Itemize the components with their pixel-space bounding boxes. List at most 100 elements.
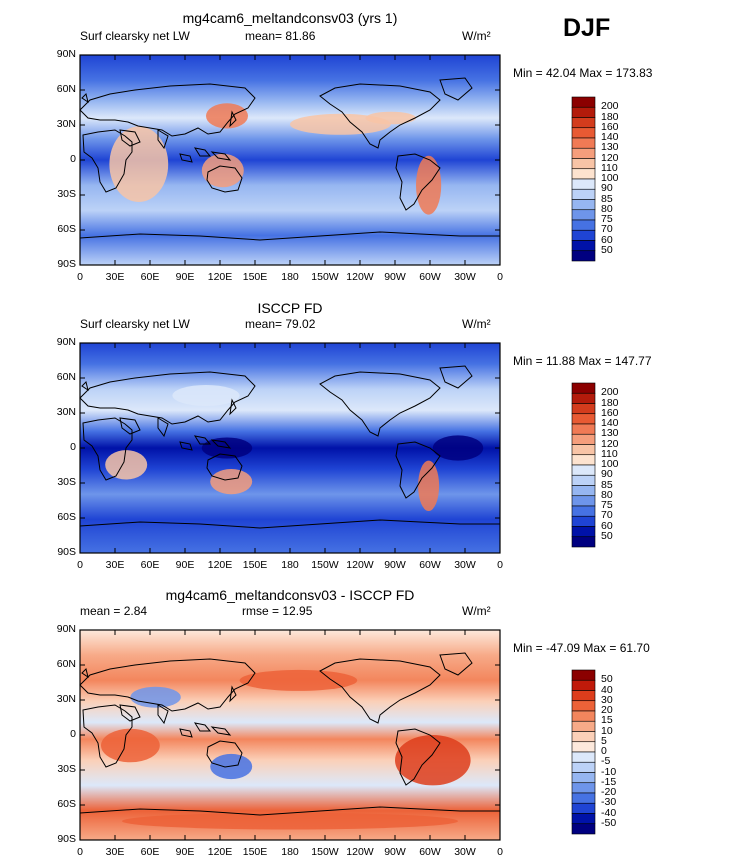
colorbar-label: -50 [601, 816, 617, 829]
colorbar-swatch [571, 731, 596, 743]
colorbar-label: 85 [601, 192, 613, 205]
colorbar-swatch [571, 823, 596, 835]
colorbar-label: 60 [601, 519, 613, 532]
lon-tick-label: 150W [311, 846, 339, 858]
lat-tick-label: 60N [56, 83, 76, 95]
lon-tick-label: 0 [77, 271, 83, 283]
colorbar-swatch [571, 700, 596, 712]
lon-tick-label: 90E [175, 559, 195, 571]
colorbar-label: 110 [601, 447, 618, 460]
lon-tick-label: 120E [207, 271, 233, 283]
lat-tick-label: 30N [56, 406, 76, 418]
lat-tick-label: 0 [70, 441, 76, 453]
colorbar-swatch [571, 802, 596, 814]
lon-tick-label: 120E [207, 559, 233, 571]
colorbar-label: 200 [601, 386, 619, 399]
lat-tick-label: 30N [56, 693, 76, 705]
lat-tick-label: 60S [57, 223, 76, 235]
colorbar-label: 140 [601, 131, 619, 143]
lon-tick-label: 90W [384, 271, 406, 283]
lon-tick-label: 60W [419, 559, 441, 571]
colorbar-label: 100 [601, 458, 619, 470]
lon-tick-label: 30E [105, 559, 125, 571]
lon-tick-label: 30W [454, 271, 476, 283]
colorbar-label: 80 [601, 488, 613, 501]
lon-tick-label: 30E [105, 846, 125, 858]
colorbar-swatch [571, 464, 596, 476]
lat-tick-label: 0 [70, 728, 76, 740]
colorbar-label: 50 [601, 529, 613, 542]
colorbar-swatch [571, 485, 596, 497]
colorbar-swatch [571, 229, 596, 241]
lon-tick-label: 150E [242, 559, 268, 571]
lon-tick-label: 30W [454, 846, 476, 858]
colorbar-label: -10 [601, 765, 617, 778]
lat-tick-label: 90S [57, 546, 76, 558]
panel-stat: mean= 79.02 [245, 317, 316, 331]
colorbar-swatch [571, 403, 596, 415]
colorbar-swatch [571, 219, 596, 231]
colorbar-swatch [571, 423, 596, 435]
lon-tick-label: 60E [140, 846, 160, 858]
colorbar-swatch [571, 106, 596, 118]
colorbar-swatch [571, 209, 596, 221]
lon-tick-label: 0 [497, 846, 503, 858]
colorbar-swatch [571, 505, 596, 517]
lon-tick-label: 60E [140, 271, 160, 283]
colorbar-label: 180 [601, 396, 619, 409]
colorbar-swatch [571, 813, 596, 825]
colorbar-label: 160 [601, 120, 619, 133]
colorbar-swatch [571, 679, 596, 691]
colorbar-label: -5 [601, 755, 611, 768]
colorbar-swatch [571, 240, 596, 252]
panel-left-label: Surf clearsky net LW [80, 317, 190, 331]
colorbar-swatch [571, 147, 596, 159]
colorbar-swatch [571, 536, 596, 548]
colorbar-label: 130 [601, 427, 619, 440]
panel-units: W/m² [462, 317, 491, 331]
map-panel-1 [79, 54, 501, 266]
lon-tick-label: 180 [281, 559, 299, 571]
colorbar-label: 30 [601, 693, 613, 706]
colorbar-swatch [571, 168, 596, 180]
lon-tick-label: 0 [77, 559, 83, 571]
panel-min-max: Min = 11.88 Max = 147.77 [513, 354, 652, 368]
colorbar-label: 160 [601, 406, 619, 419]
colorbar-swatch [571, 526, 596, 538]
lon-tick-label: 150W [311, 271, 339, 283]
colorbar-swatch [571, 669, 596, 681]
colorbar-swatch [571, 158, 596, 170]
colorbar-label: 140 [601, 417, 619, 429]
colorbar-label: 10 [601, 724, 613, 737]
colorbar-swatch [571, 690, 596, 702]
lat-tick-label: 60N [56, 371, 76, 383]
colorbar-label: 20 [601, 704, 613, 716]
colorbar-swatch [571, 741, 596, 753]
colorbar-label: 200 [601, 100, 619, 113]
colorbar-swatch [571, 792, 596, 804]
colorbar-label: 180 [601, 110, 619, 123]
colorbar-label: 85 [601, 478, 613, 491]
colorbar-label: 110 [601, 161, 618, 174]
lon-tick-label: 150E [242, 846, 268, 858]
lon-tick-label: 0 [497, 559, 503, 571]
colorbar-swatch [571, 495, 596, 507]
colorbar-label: 15 [601, 714, 613, 727]
lon-tick-label: 90E [175, 846, 195, 858]
lon-tick-label: 90W [384, 559, 406, 571]
colorbar-label: -30 [601, 796, 617, 809]
colorbar-swatch [571, 199, 596, 211]
lat-tick-label: 30S [57, 188, 76, 200]
colorbar-swatch [571, 127, 596, 139]
colorbar-swatch [571, 772, 596, 784]
panel-title: mg4cam6_meltandconsv03 (yrs 1) [182, 10, 398, 26]
lat-tick-label: 60N [56, 658, 76, 670]
panel-stat: rmse = 12.95 [242, 604, 313, 618]
colorbar-swatch [571, 433, 596, 445]
colorbar-swatch [571, 382, 596, 394]
colorbar-label: 70 [601, 223, 613, 236]
panel-stat: mean= 81.86 [245, 29, 316, 43]
colorbar-label: 130 [601, 141, 619, 154]
colorbar-label: 40 [601, 683, 613, 696]
lat-tick-label: 90N [56, 336, 76, 348]
